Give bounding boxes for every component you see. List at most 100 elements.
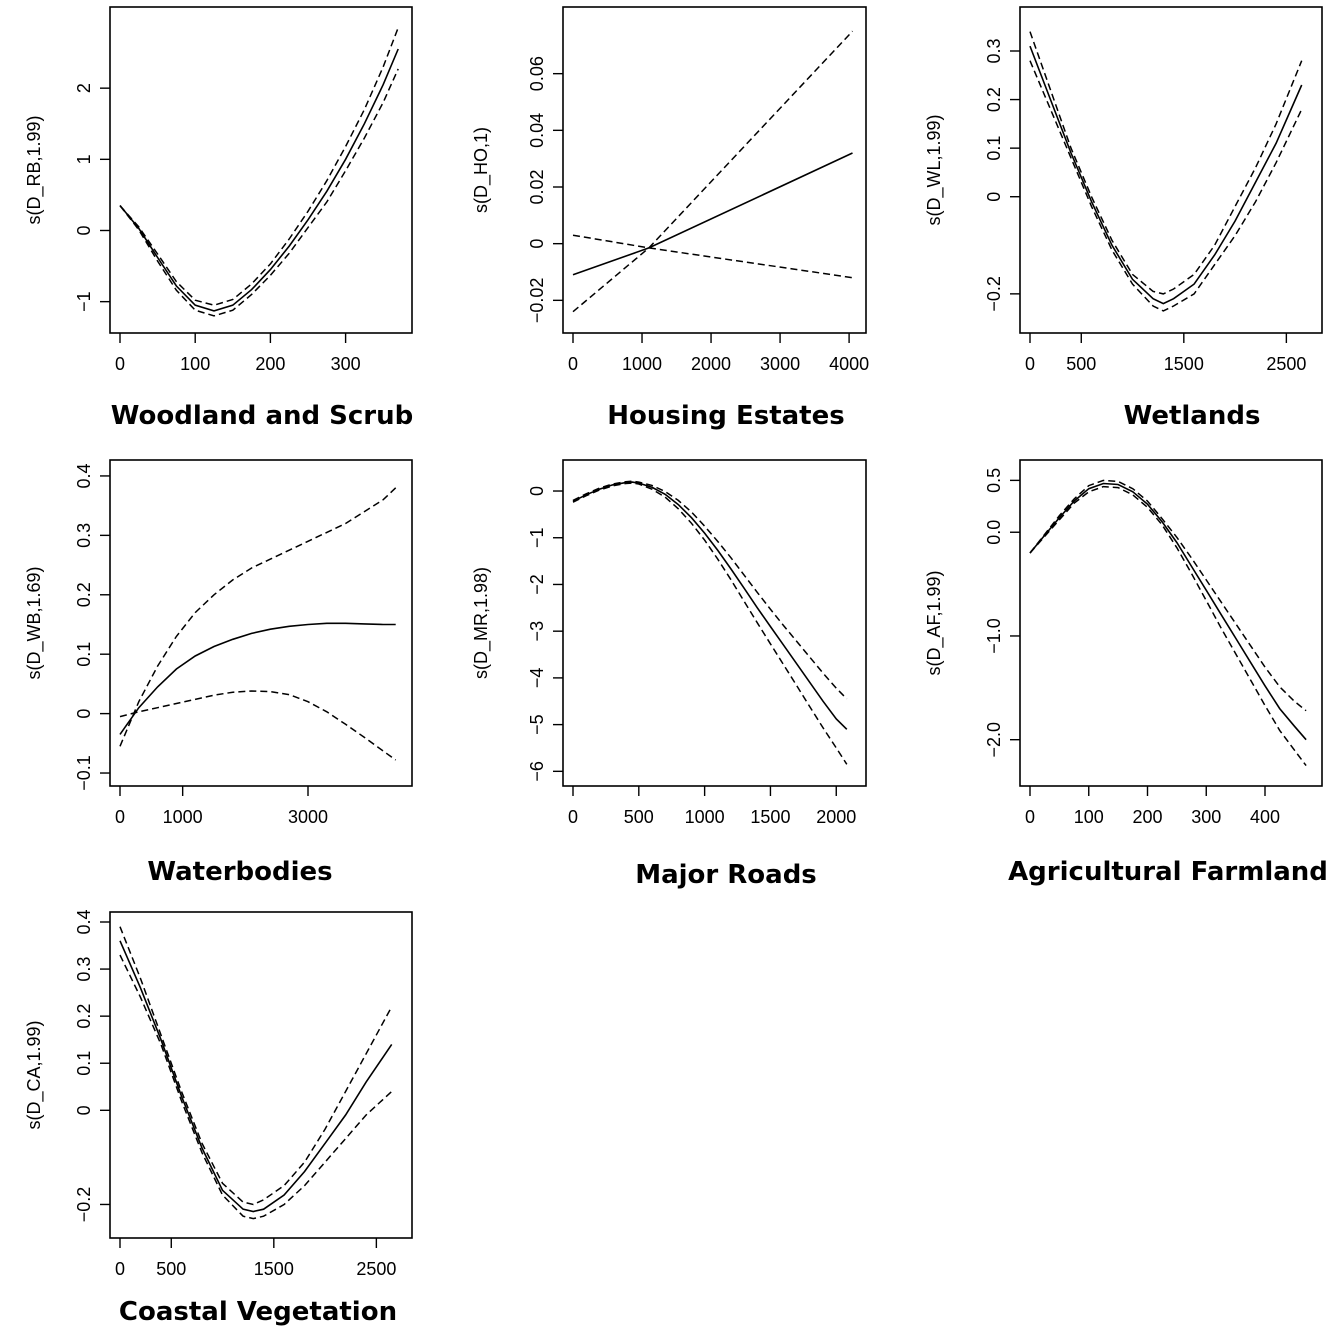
confidence-band-line-2-1 — [572, 30, 854, 313]
x-tick-label-5-1: 500 — [624, 807, 654, 827]
fit-line-2 — [572, 152, 853, 276]
x-tick-label-5-2: 1000 — [685, 807, 725, 827]
confidence-band-line-6-2 — [1029, 485, 1307, 767]
confidence-band-line-3-2 — [1029, 60, 1303, 312]
panel-title-6: Agricultural Farmland — [1008, 857, 1328, 887]
y-tick-label-4-4: 0.3 — [74, 523, 94, 548]
plot-frame-7 — [109, 911, 413, 1239]
x-tick-label-6-1: 100 — [1074, 807, 1104, 827]
y-tick-label-6-2: 0.0 — [984, 520, 1004, 545]
x-tick-label-4-1: 1000 — [163, 807, 203, 827]
y-tick-label-2-0: −0.02 — [527, 278, 547, 324]
y-axis-label-3: s(D_WL,1.99) — [924, 114, 945, 225]
fit-line-6 — [1029, 482, 1307, 741]
x-tick-label-4-0: 0 — [115, 807, 125, 827]
x-tick-label-4-2: 3000 — [288, 807, 328, 827]
x-tick-label-7-3: 2500 — [356, 1259, 396, 1279]
fit-line-4 — [119, 622, 396, 735]
y-tick-label-5-4: −2 — [527, 574, 547, 595]
panel-title-4: Waterbodies — [147, 857, 332, 887]
y-tick-label-4-2: 0.1 — [74, 642, 94, 667]
y-tick-label-3-2: 0.1 — [984, 136, 1004, 161]
x-tick-label-5-4: 2000 — [816, 807, 856, 827]
y-axis-label-6: s(D_AF,1.99) — [924, 570, 945, 675]
confidence-band-line-7-1 — [119, 926, 393, 1206]
plot-frame-6 — [1019, 459, 1323, 787]
plot-frame-3 — [1019, 6, 1323, 334]
panel-title-1: Woodland and Scrub — [111, 401, 414, 431]
y-tick-label-7-4: 0.3 — [74, 957, 94, 982]
y-axis-label-4: s(D_WB,1.69) — [24, 566, 45, 679]
y-tick-label-6-1: −1.0 — [984, 618, 1004, 654]
plot-frame-5 — [562, 459, 867, 787]
plot-frame-2 — [562, 6, 867, 334]
x-tick-label-1-0: 0 — [115, 354, 125, 374]
x-tick-label-3-2: 1500 — [1164, 354, 1204, 374]
fit-line-5 — [572, 481, 848, 730]
panel-title-7: Coastal Vegetation — [119, 1297, 397, 1327]
x-tick-label-2-1: 1000 — [622, 354, 662, 374]
y-tick-label-3-0: −0.2 — [984, 276, 1004, 312]
fit-line-7 — [119, 940, 393, 1213]
x-tick-label-6-4: 400 — [1250, 807, 1280, 827]
y-axis-label-7: s(D_CA,1.99) — [24, 1020, 45, 1129]
confidence-band-line-4-2 — [119, 690, 397, 761]
x-tick-label-3-1: 500 — [1066, 354, 1096, 374]
y-tick-label-5-2: −4 — [527, 668, 547, 689]
x-tick-label-7-2: 1500 — [254, 1259, 294, 1279]
y-tick-label-5-0: −6 — [527, 761, 547, 782]
x-tick-label-5-3: 1500 — [750, 807, 790, 827]
x-tick-label-2-0: 0 — [568, 354, 578, 374]
y-tick-label-1-3: 2 — [74, 83, 94, 93]
fit-line-1 — [119, 48, 399, 312]
y-tick-label-2-1: 0 — [527, 239, 547, 249]
x-tick-label-1-1: 100 — [180, 354, 210, 374]
x-tick-label-6-0: 0 — [1025, 807, 1035, 827]
x-tick-label-3-0: 0 — [1025, 354, 1035, 374]
x-tick-label-2-2: 2000 — [691, 354, 731, 374]
y-tick-label-5-3: −3 — [527, 621, 547, 642]
x-tick-label-7-1: 500 — [156, 1259, 186, 1279]
y-tick-label-2-3: 0.04 — [527, 113, 547, 148]
x-tick-label-6-2: 200 — [1132, 807, 1162, 827]
x-tick-label-1-3: 300 — [331, 354, 361, 374]
confidence-band-line-1-1 — [119, 27, 399, 306]
confidence-band-line-7-2 — [119, 954, 393, 1220]
y-tick-label-3-3: 0.2 — [984, 87, 1004, 112]
x-tick-label-2-3: 3000 — [760, 354, 800, 374]
y-tick-label-5-6: 0 — [527, 486, 547, 496]
x-tick-label-7-0: 0 — [115, 1259, 125, 1279]
confidence-band-line-1-2 — [119, 68, 399, 317]
y-tick-label-2-4: 0.06 — [527, 56, 547, 91]
y-axis-label-2: s(D_HO,1) — [471, 127, 492, 213]
x-tick-label-2-4: 4000 — [829, 354, 869, 374]
y-tick-label-6-0: −2.0 — [984, 722, 1004, 758]
y-tick-label-5-5: −1 — [527, 527, 547, 548]
fit-line-3 — [1029, 45, 1303, 305]
x-tick-label-5-0: 0 — [568, 807, 578, 827]
y-tick-label-4-1: 0 — [74, 709, 94, 719]
y-tick-label-1-1: 0 — [74, 225, 94, 235]
confidence-band-line-6-1 — [1029, 479, 1307, 712]
confidence-band-line-3-1 — [1029, 31, 1303, 295]
y-tick-label-1-0: −1 — [74, 291, 94, 312]
y-tick-label-6-3: 0.5 — [984, 468, 1004, 493]
confidence-band-line-4-1 — [119, 487, 397, 747]
y-tick-label-7-5: 0.4 — [74, 909, 94, 934]
y-tick-label-7-3: 0.2 — [74, 1004, 94, 1029]
plot-frame-4 — [109, 459, 413, 787]
y-tick-label-5-1: −5 — [527, 714, 547, 735]
y-tick-label-7-1: 0 — [74, 1105, 94, 1115]
y-tick-label-4-5: 0.4 — [74, 463, 94, 488]
panel-title-5: Major Roads — [635, 860, 817, 890]
x-tick-label-3-3: 2500 — [1266, 354, 1306, 374]
y-tick-label-3-4: 0.3 — [984, 38, 1004, 63]
confidence-band-line-5-2 — [572, 482, 848, 765]
y-tick-label-4-0: −0.1 — [74, 755, 94, 791]
panel-title-3: Wetlands — [1124, 401, 1261, 431]
y-axis-label-5: s(D_MR,1.98) — [471, 567, 492, 679]
confidence-band-line-5-1 — [572, 480, 848, 700]
y-tick-label-4-3: 0.2 — [74, 582, 94, 607]
y-tick-label-7-2: 0.1 — [74, 1051, 94, 1076]
y-tick-label-3-1: 0 — [984, 192, 1004, 202]
